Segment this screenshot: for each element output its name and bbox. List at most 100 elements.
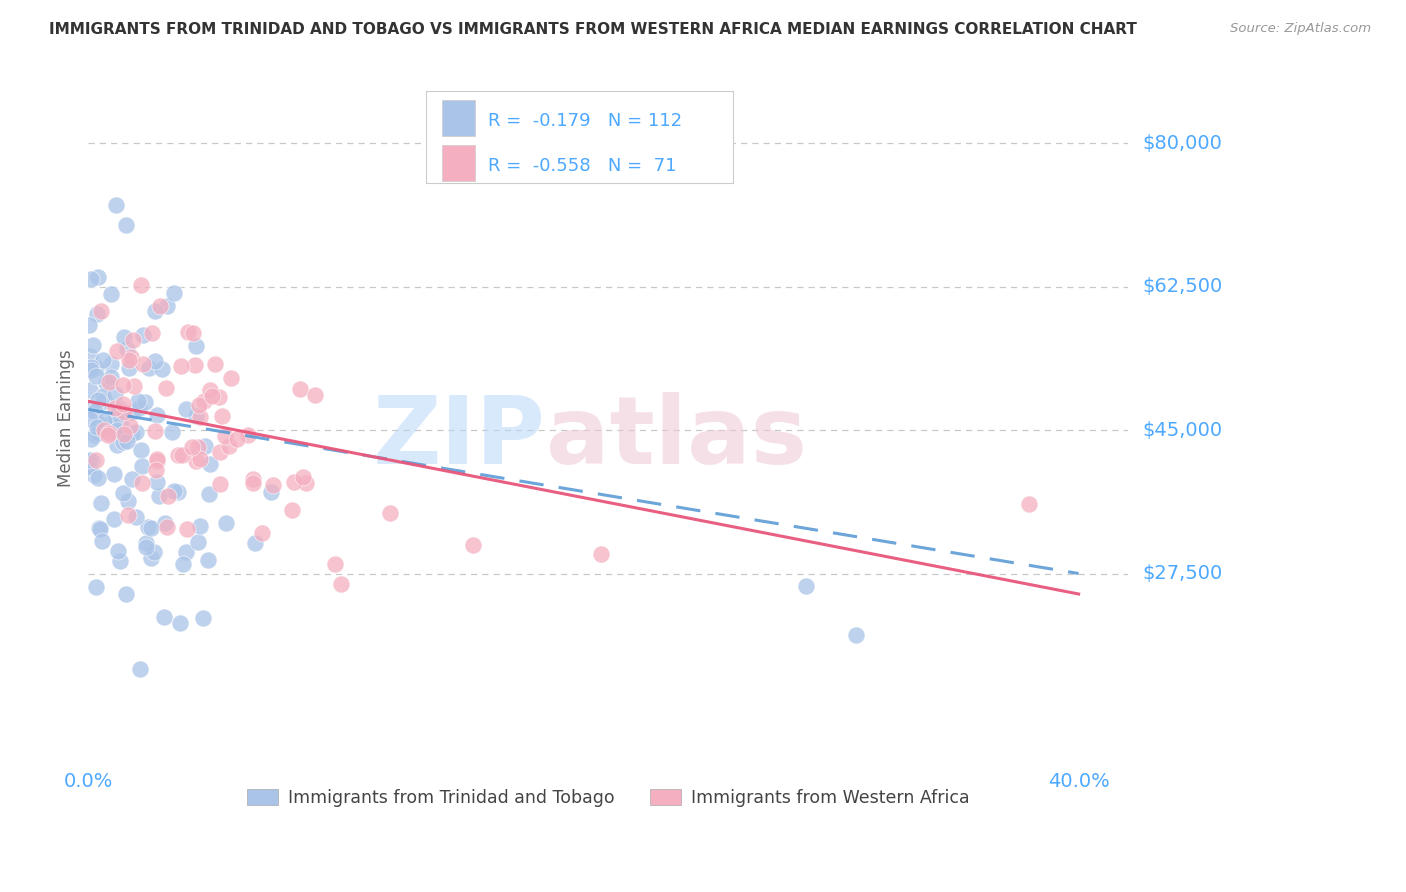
Point <box>250 525 273 540</box>
Point <box>89 522 111 536</box>
Point <box>121 426 143 441</box>
Point <box>118 361 141 376</box>
Point <box>208 445 231 459</box>
Point <box>197 487 219 501</box>
Point <box>156 299 179 313</box>
Point <box>129 277 152 292</box>
Point <box>176 325 198 339</box>
Point <box>105 425 128 439</box>
Point <box>87 426 110 441</box>
Point <box>104 401 127 415</box>
Point <box>112 330 135 344</box>
Point <box>215 516 238 531</box>
Point <box>112 397 135 411</box>
Point <box>80 360 103 375</box>
Point <box>122 378 145 392</box>
Point <box>87 521 110 535</box>
Point <box>118 419 141 434</box>
Point <box>149 299 172 313</box>
Text: IMMIGRANTS FROM TRINIDAD AND TOBAGO VS IMMIGRANTS FROM WESTERN AFRICA MEDIAN EAR: IMMIGRANTS FROM TRINIDAD AND TOBAGO VS I… <box>49 22 1137 37</box>
Point <box>84 453 107 467</box>
Point <box>110 418 132 433</box>
Point <box>184 359 207 373</box>
Point <box>174 544 197 558</box>
Point <box>93 423 115 437</box>
Point <box>84 368 107 383</box>
Point <box>132 328 155 343</box>
Text: R =  -0.179   N = 112: R = -0.179 N = 112 <box>488 112 682 130</box>
Point <box>463 538 485 552</box>
Point <box>91 353 114 368</box>
Point <box>97 375 120 389</box>
Point <box>148 489 170 503</box>
Point <box>145 475 167 489</box>
Text: $80,000: $80,000 <box>1142 134 1222 153</box>
Legend: Immigrants from Trinidad and Tobago, Immigrants from Western Africa: Immigrants from Trinidad and Tobago, Imm… <box>239 781 977 814</box>
Point <box>77 318 100 332</box>
Point <box>184 409 207 424</box>
FancyBboxPatch shape <box>426 91 733 183</box>
Point <box>83 403 105 417</box>
Point <box>281 503 304 517</box>
Point <box>79 383 101 397</box>
Point <box>172 558 194 572</box>
Point <box>111 378 134 392</box>
Point <box>129 442 152 457</box>
Point <box>98 417 121 432</box>
Point <box>108 401 131 416</box>
Point <box>84 361 107 376</box>
Point <box>145 304 167 318</box>
Point <box>589 547 612 561</box>
Point <box>103 512 125 526</box>
Point <box>329 577 352 591</box>
Point <box>208 477 231 491</box>
Point <box>105 423 128 437</box>
Point <box>117 494 139 508</box>
Point <box>142 545 165 559</box>
Point <box>155 516 177 531</box>
Point <box>283 475 305 490</box>
Point <box>208 390 231 404</box>
Point <box>292 470 315 484</box>
Point <box>138 361 160 376</box>
Point <box>79 460 101 475</box>
Point <box>288 382 311 396</box>
Point <box>143 424 166 438</box>
Point <box>108 554 131 568</box>
Point <box>145 463 167 477</box>
Point <box>80 432 103 446</box>
Point <box>204 358 226 372</box>
Point <box>79 453 101 467</box>
Point <box>121 472 143 486</box>
Point <box>794 579 817 593</box>
Point <box>79 458 101 473</box>
Text: $45,000: $45,000 <box>1142 420 1222 440</box>
Point <box>134 395 156 409</box>
Point <box>87 270 110 285</box>
Point <box>152 609 174 624</box>
Point <box>100 286 122 301</box>
Point <box>79 412 101 426</box>
Point <box>115 434 138 449</box>
Point <box>380 506 402 520</box>
Point <box>188 409 211 424</box>
Point <box>157 489 180 503</box>
Point <box>1018 497 1040 511</box>
Point <box>84 580 107 594</box>
Point <box>111 485 134 500</box>
Point <box>141 326 163 340</box>
Point <box>87 471 110 485</box>
Point <box>122 334 145 348</box>
Point <box>155 381 177 395</box>
Point <box>94 425 117 439</box>
Point <box>139 551 162 566</box>
Point <box>90 304 112 318</box>
Point <box>83 428 105 442</box>
Point <box>105 343 128 358</box>
Point <box>183 326 205 340</box>
Point <box>100 369 122 384</box>
Point <box>129 662 152 676</box>
Point <box>218 439 240 453</box>
Text: $62,500: $62,500 <box>1142 277 1222 296</box>
Text: Source: ZipAtlas.com: Source: ZipAtlas.com <box>1230 22 1371 36</box>
